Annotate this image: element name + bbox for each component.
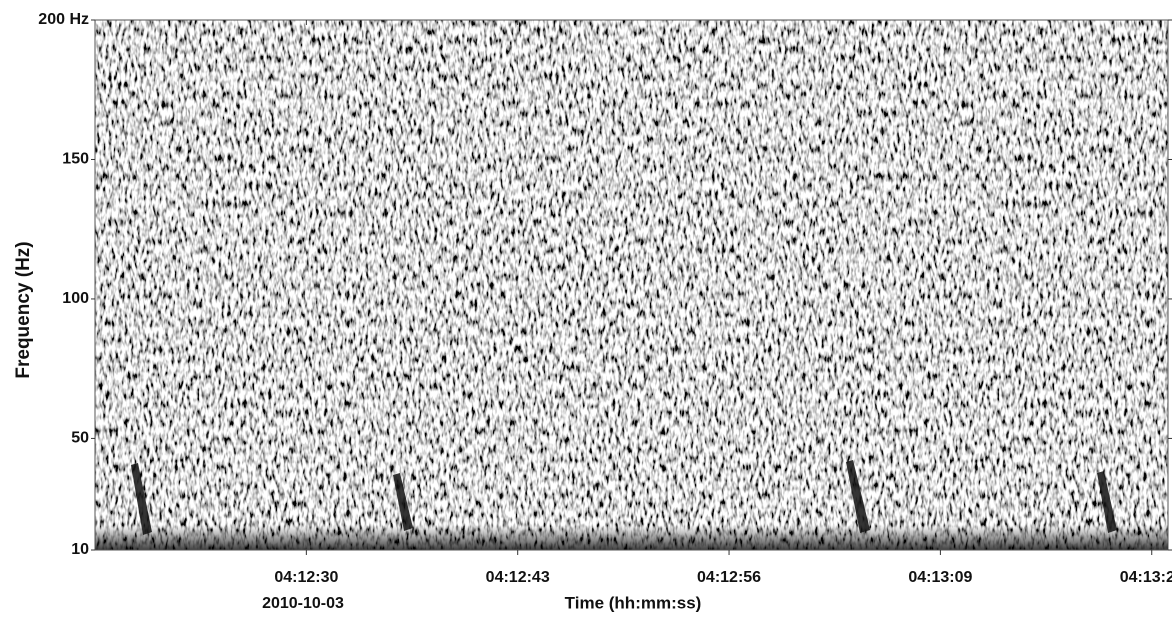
y-tick-label: 150 (62, 151, 89, 168)
call-streak (131, 463, 152, 535)
x-tick-label: 04:12:43 (486, 569, 550, 586)
spectrogram-image (95, 20, 1168, 550)
y-tick-label: 100 (62, 290, 89, 307)
plot-frame (94, 19, 1169, 551)
call-streak (393, 473, 413, 531)
y-axis-label: Frequency (Hz) (13, 241, 34, 378)
x-tick-label: 04:12:30 (274, 569, 338, 586)
call-streak (1097, 471, 1117, 533)
y-tick-label: 50 (71, 430, 89, 447)
x-tick-label: 04:13:09 (908, 569, 972, 586)
x-tick-label: 04:12:56 (697, 569, 761, 586)
y-tick-label: 200 Hz (38, 11, 89, 28)
call-streak (846, 460, 870, 533)
date-label: 2010-10-03 (262, 595, 344, 612)
x-tick-label: 04:13:22 (1120, 569, 1172, 586)
y-tick-label: 10 (71, 541, 89, 558)
x-axis-label: Time (hh:mm:ss) (565, 593, 702, 612)
